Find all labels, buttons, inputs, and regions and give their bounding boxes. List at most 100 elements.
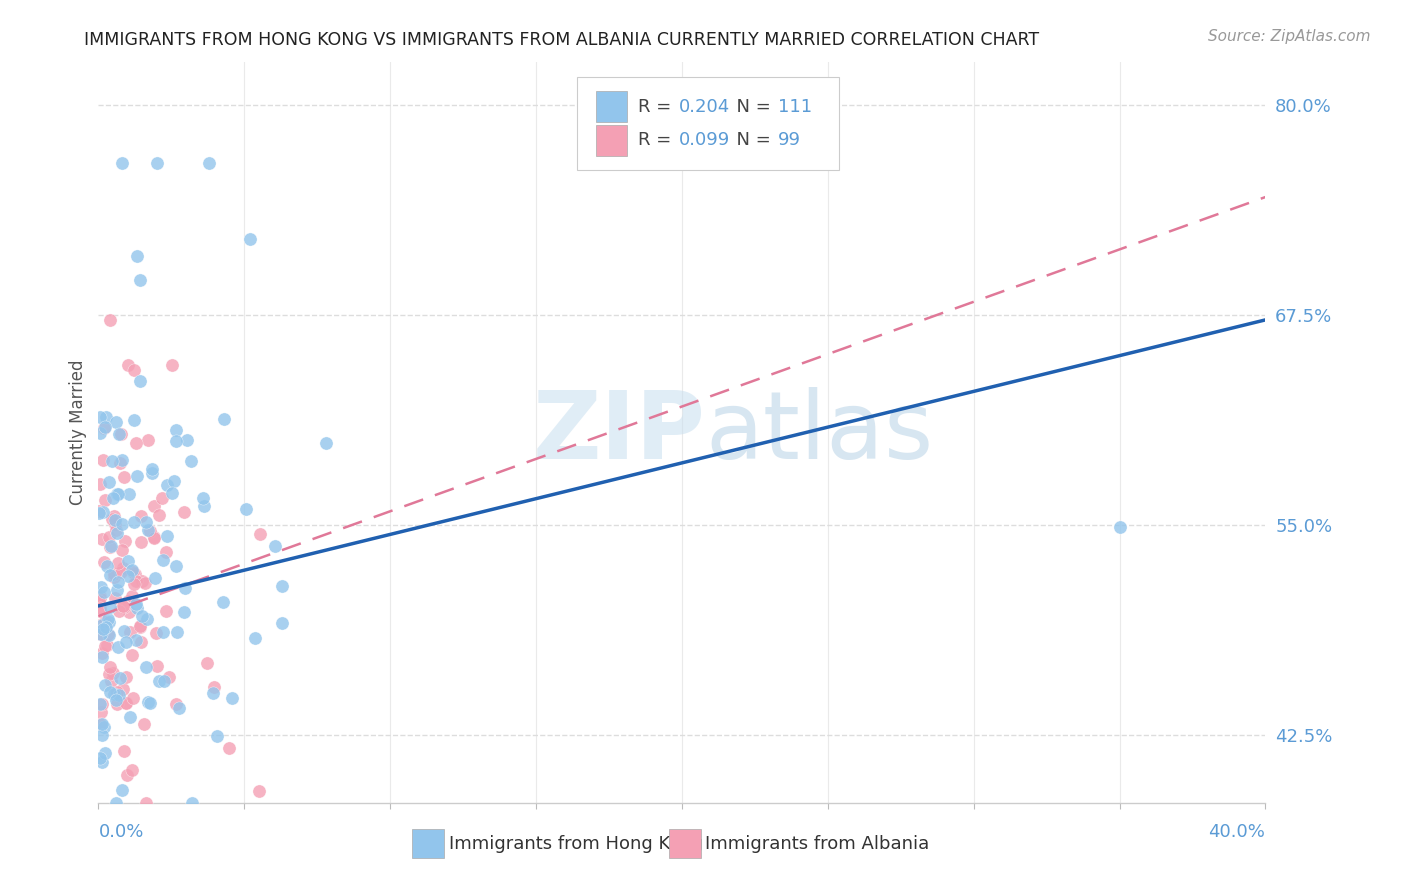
Point (103, 687, 125, 701)
Point (125, 468, 148, 483)
Text: ZIP: ZIP (533, 386, 706, 479)
Point (98, 530, 121, 544)
Point (153, 673, 176, 688)
Point (105, 582, 128, 597)
Point (125, 436, 148, 450)
Point (96, 559, 118, 574)
Point (129, 635, 152, 649)
Point (235, 501, 257, 516)
Point (143, 500, 166, 514)
Point (122, 515, 145, 529)
Point (105, 692, 128, 706)
Point (165, 697, 187, 711)
Point (247, 784, 270, 798)
Text: IMMIGRANTS FROM HONG KONG VS IMMIGRANTS FROM ALBANIA CURRENTLY MARRIED CORRELATI: IMMIGRANTS FROM HONG KONG VS IMMIGRANTS … (84, 31, 1039, 49)
Point (100, 673, 122, 688)
Point (122, 363, 145, 377)
Point (120, 710, 142, 724)
Point (115, 697, 138, 711)
Point (107, 487, 129, 501)
Text: 0.099: 0.099 (679, 131, 730, 149)
Point (125, 632, 148, 647)
Point (87, 506, 110, 520)
Point (91, 697, 114, 711)
Point (160, 358, 183, 372)
Point (114, 534, 136, 549)
Point (98, 313, 121, 327)
Point (101, 666, 124, 681)
Point (111, 681, 134, 696)
Point (132, 717, 155, 731)
Point (110, 566, 132, 580)
Point (101, 512, 124, 526)
Text: R =: R = (637, 131, 676, 149)
Point (94, 615, 117, 629)
Point (105, 697, 128, 711)
Point (91, 622, 114, 636)
Point (111, 156, 134, 170)
Point (125, 597, 148, 611)
Point (180, 454, 202, 468)
Point (315, 436, 337, 450)
Point (112, 470, 135, 484)
Point (129, 374, 152, 388)
Point (117, 554, 139, 568)
Point (107, 604, 129, 618)
Point (90, 627, 112, 641)
Point (135, 516, 157, 530)
Point (155, 545, 177, 559)
Point (93, 720, 115, 734)
Point (121, 648, 143, 663)
Point (97, 666, 120, 681)
Point (110, 426, 132, 441)
Point (107, 575, 129, 590)
Point (93, 421, 115, 435)
Point (128, 273, 150, 287)
Point (141, 462, 163, 476)
Point (165, 559, 187, 574)
Point (145, 571, 167, 585)
Point (173, 505, 195, 519)
Point (135, 796, 157, 810)
Point (100, 539, 122, 553)
Point (117, 605, 139, 619)
Point (89, 605, 111, 619)
Point (89, 593, 111, 607)
Point (90, 717, 112, 731)
Point (221, 691, 243, 706)
Point (89, 476, 111, 491)
Point (165, 434, 187, 448)
Point (195, 656, 218, 670)
Point (202, 685, 225, 699)
Text: R =: R = (637, 98, 676, 116)
Point (89, 751, 111, 765)
Point (114, 670, 136, 684)
Point (107, 640, 129, 655)
Point (115, 635, 138, 649)
Point (108, 426, 131, 441)
Point (1108, 520, 1130, 534)
Point (98, 685, 121, 699)
Point (101, 454, 124, 468)
Point (136, 523, 159, 537)
Point (104, 415, 127, 429)
Point (98, 660, 121, 674)
Point (121, 590, 143, 604)
Point (98, 568, 121, 582)
Point (135, 611, 157, 625)
Point (131, 609, 153, 624)
Point (176, 433, 198, 447)
Point (108, 688, 131, 702)
Point (94, 639, 117, 653)
Y-axis label: Currently Married: Currently Married (69, 359, 87, 506)
Point (112, 599, 135, 614)
FancyBboxPatch shape (669, 829, 700, 858)
Point (90, 617, 112, 632)
Point (114, 696, 136, 710)
Point (134, 575, 156, 590)
Point (129, 509, 152, 524)
Point (89, 591, 111, 606)
Point (121, 764, 143, 778)
Point (198, 156, 221, 170)
Point (93, 584, 115, 599)
